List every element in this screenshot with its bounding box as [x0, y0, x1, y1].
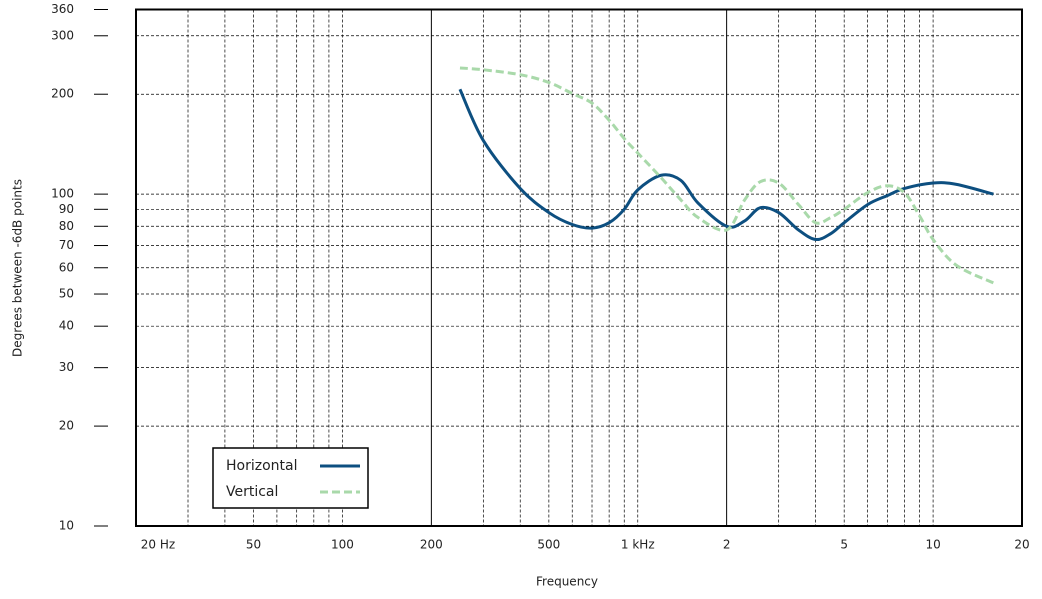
y-tick-label: 70 [59, 238, 74, 252]
y-tick-label: 40 [59, 319, 74, 333]
y-tick-label: 200 [51, 87, 74, 101]
y-tick-label: 300 [51, 28, 74, 42]
y-tick-label: 360 [51, 2, 74, 16]
series-line [458, 88, 994, 242]
y-axis-label: Degrees between -6dB points [11, 179, 25, 357]
x-tick-label: 20 Hz [141, 538, 175, 552]
y-tick-label: 60 [59, 260, 74, 274]
legend-box [212, 447, 369, 509]
y-tick-label: 20 [59, 419, 74, 433]
plot-frame [135, 8, 1023, 527]
x-tick-label: 20 [1014, 538, 1029, 552]
y-tick-label: 100 [51, 187, 74, 201]
legend-label: Horizontal [226, 458, 297, 474]
y-tick-label: 90 [59, 202, 74, 216]
x-tick-label: 500 [537, 538, 560, 552]
y-tick-label: 10 [59, 519, 74, 533]
x-tick-label: 50 [246, 538, 261, 552]
x-tick-label: 5 [840, 538, 848, 552]
y-tick-label: 80 [59, 219, 74, 233]
x-tick-label: 2 [723, 538, 731, 552]
x-tick-label: 10 [925, 538, 940, 552]
series-line [459, 66, 995, 285]
x-tick-label: 1 kHz [621, 538, 655, 552]
y-tick-label: 50 [59, 287, 74, 301]
x-tick-label: 200 [420, 538, 443, 552]
legend-label: Vertical [226, 484, 278, 500]
x-axis-label: Frequency [536, 575, 598, 589]
x-tick-label: 100 [331, 538, 354, 552]
y-tick-label: 30 [59, 360, 74, 374]
